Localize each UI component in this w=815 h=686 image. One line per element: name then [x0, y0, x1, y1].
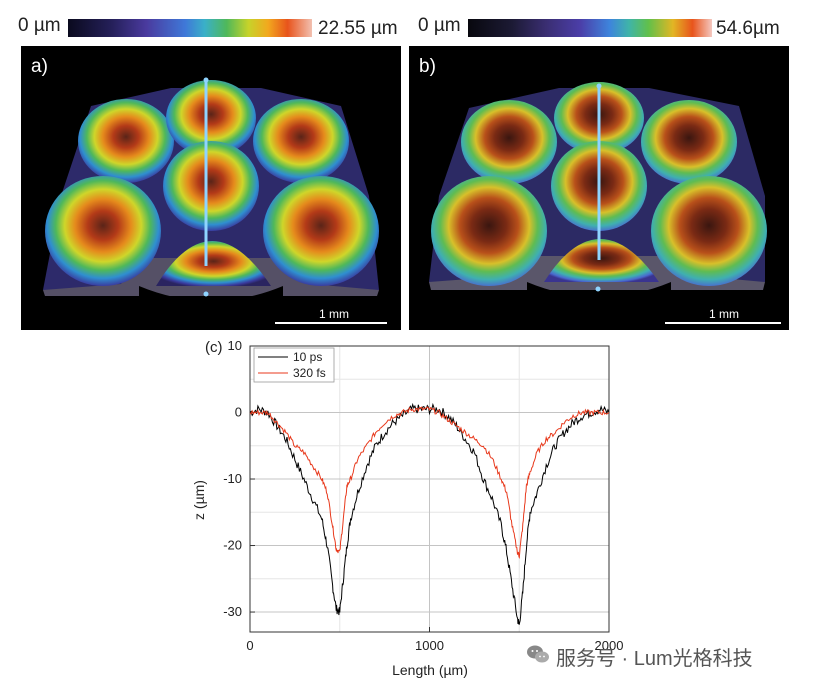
panel-b-surface-render [429, 82, 767, 330]
chart-panel-label: (c) [205, 339, 223, 356]
panel-b-letter: b) [419, 56, 436, 77]
x-axis-label: Length (µm) [392, 662, 468, 678]
panel-a-surface-render [43, 77, 379, 330]
chart-legend: 10 ps 320 fs [253, 347, 335, 383]
chart-grid [249, 345, 610, 632]
y-tick-label: -30 [223, 604, 242, 619]
panel-a-scale-label: 1 mm [319, 307, 349, 321]
colorbar-a-max-label: 22.55 µm [318, 18, 398, 39]
legend-label-320fs: 320 fs [293, 366, 326, 380]
legend-label-10ps: 10 ps [293, 350, 322, 364]
panel-a-letter: a) [31, 56, 48, 77]
colorbar-a-min-label: 0 µm [18, 15, 61, 36]
series-line-320-fs [249, 406, 610, 559]
y-tick-label: -10 [223, 471, 242, 486]
x-tick-label: 1000 [415, 638, 444, 653]
x-tick-label: 2000 [595, 638, 624, 653]
watermark-text: 服务号 · Lum光格科技 [556, 648, 753, 670]
colorbar-b [468, 19, 712, 37]
chart-ticks: 0 1000 2000 10 0 -10 -20 -30 [223, 338, 623, 653]
legend-box [253, 347, 335, 383]
colorbar-a [68, 19, 312, 37]
colorbar-b-max-label: 54.6µm [716, 18, 780, 39]
y-tick-label: -20 [223, 538, 242, 553]
chart-series [249, 402, 610, 625]
panel-b-surface-image: b) 1 mm [409, 46, 789, 330]
y-tick-label: 10 [228, 338, 242, 353]
panel-b-scalebar [665, 322, 781, 324]
y-tick-label: 0 [235, 405, 242, 420]
panel-b-scale-label: 1 mm [709, 307, 739, 321]
x-tick-label: 0 [246, 638, 253, 653]
panel-a-scalebar [275, 322, 387, 324]
series-line-10-ps [249, 402, 610, 625]
colorbar-b-min-label: 0 µm [418, 15, 461, 36]
y-axis-label: z (µm) [191, 480, 207, 520]
panel-a-surface-image: a) 1 mm [21, 46, 401, 330]
wechat-icon [527, 645, 549, 663]
